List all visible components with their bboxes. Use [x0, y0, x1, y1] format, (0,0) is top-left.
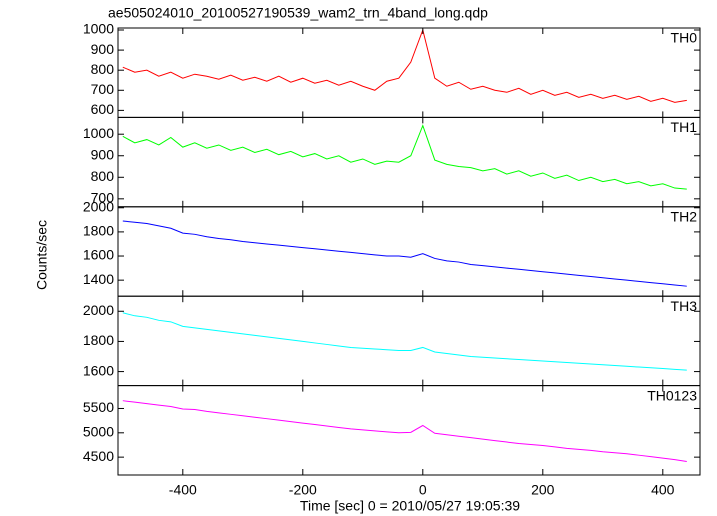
y-tick-label: 700: [91, 81, 115, 97]
y-axis-label: Counts/sec: [34, 220, 50, 290]
data-line: [122, 220, 687, 287]
panel-label: TH3: [671, 298, 698, 314]
panel-label: TH0: [671, 30, 698, 46]
x-tick-label: 0: [419, 482, 427, 498]
y-tick-label: 1800: [83, 332, 114, 348]
y-tick-label: 1000: [83, 125, 114, 141]
x-tick-label: -200: [289, 482, 317, 498]
x-tick-label: 200: [531, 482, 555, 498]
panel-frame: [117, 295, 701, 387]
y-tick-label: 1600: [83, 362, 114, 378]
y-tick-label: 1000: [83, 21, 114, 37]
panel-frame: [117, 27, 701, 118]
panel-frame: [117, 385, 701, 476]
y-tick-label: 600: [91, 101, 115, 117]
y-tick-label: 1400: [83, 271, 114, 287]
panel-label: TH0123: [647, 387, 697, 403]
data-line: [122, 400, 687, 463]
y-tick-label: 700: [91, 190, 115, 206]
y-tick-label: 5000: [83, 424, 114, 440]
panel-label: TH1: [671, 119, 698, 135]
y-tick-label: 1600: [83, 247, 114, 263]
data-line: [122, 124, 687, 190]
panel-frame: [117, 116, 701, 208]
y-tick-label: 5500: [83, 399, 114, 415]
x-axis-label: Time [sec] 0 = 2010/05/27 19:05:39: [300, 498, 520, 514]
y-tick-label: 800: [91, 61, 115, 77]
y-tick-label: 900: [91, 41, 115, 57]
y-tick-label: 2000: [83, 198, 114, 214]
chart-title: ae505024010_20100527190539_wam2_trn_4ban…: [108, 5, 488, 21]
data-line: [122, 312, 687, 371]
panel-frame: [117, 206, 701, 297]
y-tick-label: 800: [91, 168, 115, 184]
y-tick-label: 2000: [83, 302, 114, 318]
panel-label: TH2: [671, 209, 698, 225]
data-line: [122, 28, 687, 103]
y-tick-label: 1800: [83, 223, 114, 239]
y-tick-label: 900: [91, 146, 115, 162]
x-tick-label: -400: [169, 482, 197, 498]
x-tick-label: 400: [651, 482, 675, 498]
y-tick-label: 4500: [83, 448, 114, 464]
